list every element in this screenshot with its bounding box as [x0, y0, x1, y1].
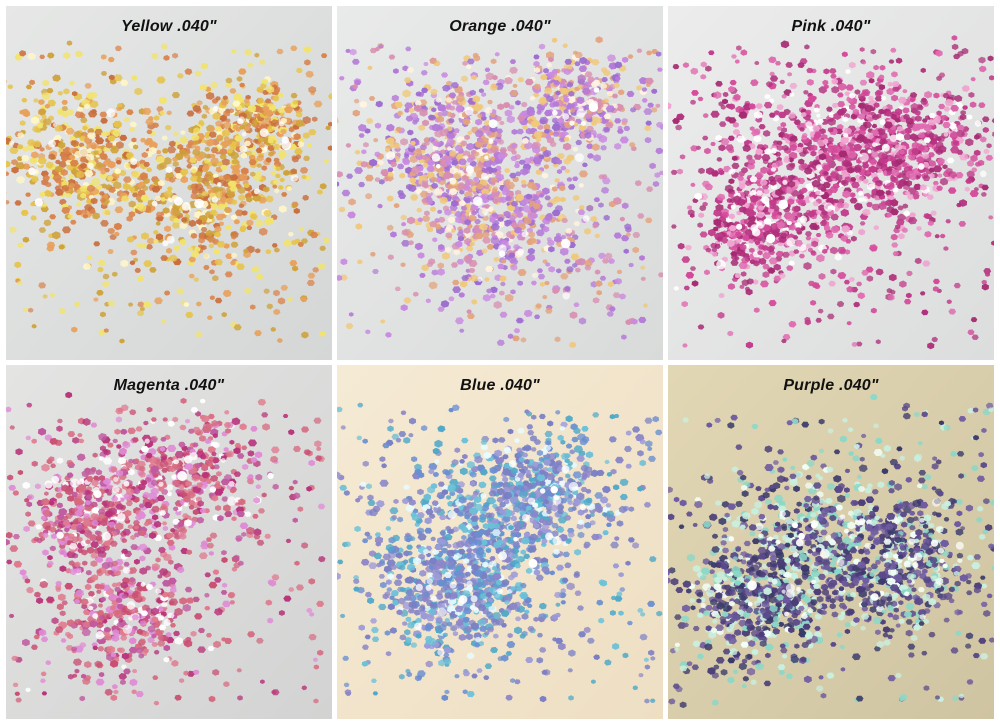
glitter-photo [337, 6, 663, 360]
tile-label: Orange .040" [449, 18, 551, 35]
tile-purple: Purple .040" [668, 365, 994, 719]
glitter-photo [6, 6, 332, 360]
glitter-photo [337, 365, 663, 719]
glitter-photo [668, 6, 994, 360]
tile-orange: Orange .040" [337, 6, 663, 360]
tile-label: Purple .040" [783, 377, 879, 394]
tile-magenta: Magenta .040" [6, 365, 332, 719]
tile-label: Pink .040" [791, 18, 871, 35]
tile-label: Blue .040" [460, 377, 540, 394]
tile-pink: Pink .040" [668, 6, 994, 360]
glitter-photo [668, 365, 994, 719]
tile-label: Yellow .040" [121, 18, 217, 35]
tile-yellow: Yellow .040" [6, 6, 332, 360]
tile-blue: Blue .040" [337, 365, 663, 719]
tile-label: Magenta .040" [113, 377, 225, 394]
glitter-photo [6, 365, 332, 719]
